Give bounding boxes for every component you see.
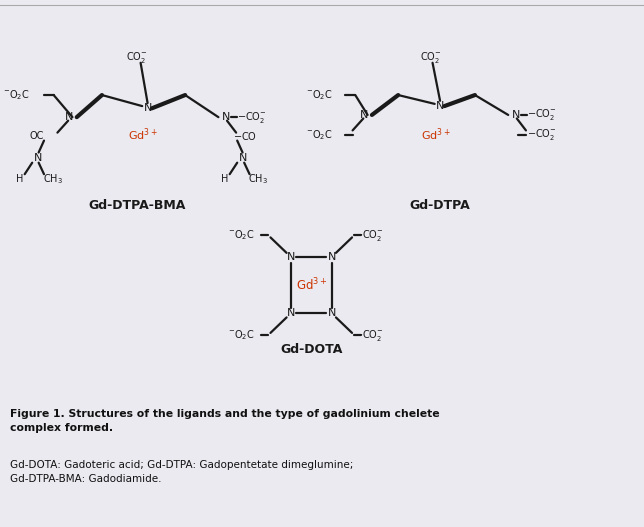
Text: $^{-}$O$_2$C: $^{-}$O$_2$C xyxy=(227,328,254,342)
Text: N: N xyxy=(359,110,368,120)
Text: N: N xyxy=(238,153,247,163)
Text: $-$CO$_2^{-}$: $-$CO$_2^{-}$ xyxy=(354,328,384,343)
Text: $-$CO$_2^{-}$: $-$CO$_2^{-}$ xyxy=(527,108,557,122)
Text: Gd-DOTA: Gadoteric acid; Gd-DTPA: Gadopentetate dimeglumine;
Gd-DTPA-BMA: Gadodi: Gd-DOTA: Gadoteric acid; Gd-DTPA: Gadope… xyxy=(10,460,353,484)
Text: Gd-DOTA: Gd-DOTA xyxy=(280,343,343,356)
Text: N: N xyxy=(222,112,231,122)
Text: N: N xyxy=(512,110,520,120)
Text: N: N xyxy=(287,252,295,262)
Text: CH$_3$: CH$_3$ xyxy=(248,172,268,186)
Text: $^{-}$O$_2$C: $^{-}$O$_2$C xyxy=(306,128,333,142)
Text: Gd$^{3+}$: Gd$^{3+}$ xyxy=(296,277,327,294)
Text: N: N xyxy=(33,153,42,163)
Text: $-$CO: $-$CO xyxy=(233,130,258,142)
Text: N: N xyxy=(287,308,295,318)
Text: N: N xyxy=(64,112,73,122)
Text: CO$_2^{-}$: CO$_2^{-}$ xyxy=(126,50,147,65)
Text: Gd-DTPA: Gd-DTPA xyxy=(410,199,470,212)
Text: Figure 1. Structures of the ligands and the type of gadolinium chelete
complex f: Figure 1. Structures of the ligands and … xyxy=(10,408,439,433)
Text: Gd$^{3+}$: Gd$^{3+}$ xyxy=(128,126,158,143)
Text: H: H xyxy=(16,173,23,183)
Text: $^{-}$O$_2$C: $^{-}$O$_2$C xyxy=(227,228,254,242)
Text: $^{-}$O$_2$C: $^{-}$O$_2$C xyxy=(3,88,30,102)
Text: N: N xyxy=(327,252,336,262)
Text: N: N xyxy=(327,308,336,318)
Text: Gd-DTPA-BMA: Gd-DTPA-BMA xyxy=(88,199,185,212)
Text: N: N xyxy=(436,101,444,111)
Text: N: N xyxy=(144,103,152,113)
Text: CH$_3$: CH$_3$ xyxy=(43,172,63,186)
Text: CO$_2^{-}$: CO$_2^{-}$ xyxy=(420,50,441,65)
Text: Gd$^{3+}$: Gd$^{3+}$ xyxy=(421,126,451,143)
Text: OC: OC xyxy=(30,131,44,141)
Text: $-$CO$_2^{-}$: $-$CO$_2^{-}$ xyxy=(237,110,267,125)
Text: H: H xyxy=(221,173,229,183)
Text: $-$CO$_2^{-}$: $-$CO$_2^{-}$ xyxy=(354,228,384,243)
Text: $-$CO$_2^{-}$: $-$CO$_2^{-}$ xyxy=(527,128,557,142)
Text: $^{-}$O$_2$C: $^{-}$O$_2$C xyxy=(306,88,333,102)
